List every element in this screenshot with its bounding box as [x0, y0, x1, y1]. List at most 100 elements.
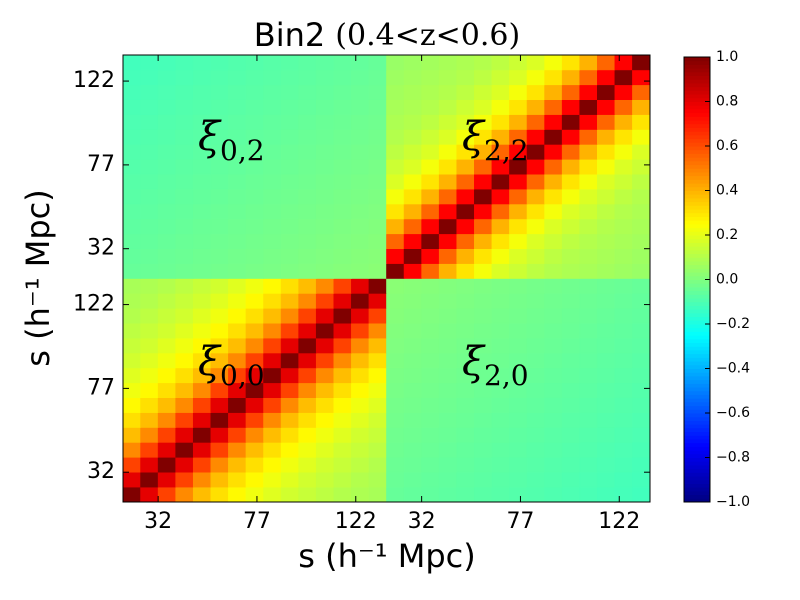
heatmap-cell: [491, 278, 510, 294]
heatmap-cell: [140, 218, 159, 235]
heatmap-cell: [263, 248, 282, 264]
heatmap-cell: [544, 486, 563, 503]
heatmap-cell: [403, 69, 422, 86]
colorbar-swatch: [684, 242, 710, 247]
heatmap-cell: [157, 486, 176, 503]
heatmap-cell: [544, 442, 563, 458]
heatmap-cell: [544, 412, 563, 428]
heatmap-cell: [456, 397, 475, 413]
heatmap-cell: [122, 367, 141, 384]
colorbar-swatch: [684, 94, 710, 99]
heatmap-cell: [192, 382, 212, 398]
heatmap-cell: [351, 233, 370, 250]
colorbar-swatch: [684, 312, 710, 318]
heatmap-cell: [140, 159, 159, 175]
heatmap-cell: [526, 352, 545, 369]
heatmap-cell: [421, 442, 440, 458]
heatmap-cell: [333, 173, 352, 190]
heatmap-cell: [315, 159, 335, 175]
heatmap-cell: [579, 114, 598, 130]
heatmap-cell: [192, 486, 212, 503]
heatmap-cell: [140, 54, 159, 71]
heatmap-cell: [456, 54, 475, 71]
heatmap-cell: [456, 307, 475, 324]
colorbar-tick-label: −0.2: [716, 316, 750, 332]
heatmap-cell: [280, 278, 299, 294]
heatmap-cell: [561, 456, 581, 473]
heatmap-cell: [245, 248, 264, 264]
heatmap-cell: [456, 456, 475, 473]
heatmap-cell: [596, 69, 616, 86]
heatmap-cell: [368, 307, 387, 324]
heatmap-cell: [544, 248, 563, 264]
heatmap-cell: [333, 352, 352, 369]
heatmap-cell: [333, 427, 352, 443]
heatmap-cell: [544, 337, 563, 354]
heatmap-cell: [596, 218, 616, 235]
heatmap-cell: [263, 144, 282, 160]
heatmap-cell: [579, 159, 598, 175]
heatmap-cell: [245, 114, 264, 130]
heatmap-cell: [403, 382, 422, 398]
heatmap-cell: [333, 99, 352, 115]
heatmap-cell: [614, 337, 633, 354]
colorbar-swatch: [684, 116, 710, 121]
heatmap-cell: [526, 114, 545, 130]
colorbar-swatch: [684, 138, 710, 143]
heatmap-cell: [456, 382, 475, 398]
heatmap-cell: [561, 337, 581, 354]
heatmap-cell: [491, 248, 510, 264]
colorbar-swatch: [684, 197, 710, 203]
heatmap-cell: [596, 397, 616, 413]
heatmap-cell: [368, 337, 387, 354]
heatmap-cell: [544, 54, 563, 71]
heatmap-cell: [175, 352, 194, 369]
heatmap-cell: [579, 412, 598, 428]
heatmap-cell: [386, 69, 405, 86]
heatmap-cell: [596, 307, 616, 324]
heatmap-cell: [561, 442, 581, 458]
heatmap-cell: [245, 293, 264, 309]
heatmap-cell: [140, 99, 159, 115]
heatmap-cell: [438, 129, 458, 145]
heatmap-cell: [544, 427, 563, 443]
heatmap-cell: [421, 99, 440, 115]
y-tick-label: 122: [73, 292, 115, 317]
heatmap-cell: [175, 486, 194, 503]
heatmap-cell: [386, 263, 405, 279]
heatmap-cell: [263, 352, 282, 369]
colorbar-swatch: [684, 457, 710, 462]
heatmap-cell: [351, 69, 370, 86]
heatmap-cell: [491, 233, 510, 250]
heatmap-cell: [263, 129, 282, 145]
colorbar-tick-label: 0.8: [716, 94, 738, 110]
heatmap-cell: [192, 397, 212, 413]
heatmap-cell: [122, 307, 141, 324]
heatmap-cell: [474, 54, 493, 71]
heatmap-cell: [315, 412, 335, 428]
colorbar-swatch: [684, 216, 710, 221]
heatmap-cell: [403, 337, 422, 354]
heatmap-cell: [456, 69, 475, 86]
colorbar-swatch: [684, 390, 710, 395]
heatmap-cell: [228, 188, 247, 205]
heatmap-cell: [175, 412, 194, 428]
heatmap-cell: [614, 173, 633, 190]
colorbar-swatch: [684, 260, 710, 266]
heatmap-cell: [122, 442, 141, 458]
heatmap-cell: [596, 54, 616, 71]
heatmap-cell: [175, 144, 194, 160]
heatmap-cell: [474, 233, 493, 250]
heatmap-cell: [351, 486, 370, 503]
colorbar-swatch: [684, 368, 710, 373]
heatmap-cell: [632, 307, 651, 324]
heatmap-cell: [632, 456, 651, 473]
heatmap-cell: [192, 203, 212, 220]
colorbar-swatch: [684, 483, 710, 488]
heatmap-cell: [122, 159, 141, 175]
heatmap-cell: [474, 99, 493, 115]
heatmap-cell: [140, 337, 159, 354]
heatmap-cell: [526, 263, 545, 279]
heatmap-cell: [632, 114, 651, 130]
